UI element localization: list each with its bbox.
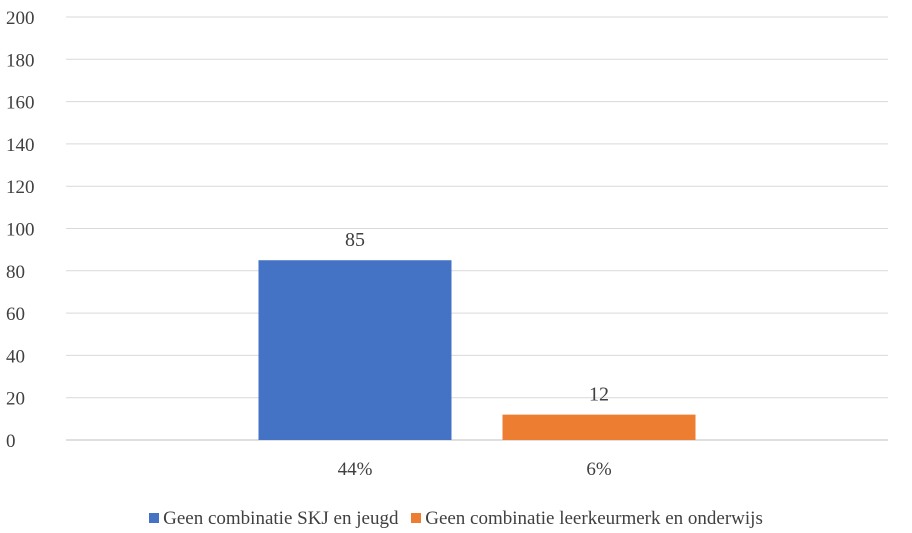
y-tick-label: 180	[6, 50, 35, 71]
bar-chart: 0 20 40 60 80 100 120 140 160 180 200 85 12 44% 6%	[6, 8, 888, 480]
y-tick-label: 20	[6, 389, 25, 410]
y-tick-label: 80	[6, 262, 25, 283]
legend-item-skj: Geen combinatie SKJ en jeugd	[149, 508, 398, 530]
y-tick-label: 120	[6, 177, 35, 198]
legend-item-leerkeurmerk: Geen combinatie leerkeurmerk en onderwij…	[411, 508, 763, 530]
x-tick-label: 44%	[338, 459, 373, 480]
y-tick-label: 40	[6, 346, 25, 367]
legend-label: Geen combinatie SKJ en jeugd	[163, 508, 399, 529]
x-tick-label: 6%	[586, 459, 612, 480]
legend-swatch-orange	[411, 513, 422, 523]
bar	[502, 414, 696, 440]
data-label: 85	[345, 229, 365, 251]
y-tick-label: 160	[6, 93, 35, 114]
bar	[258, 260, 452, 440]
legend-label: Geen combinatie leerkeurmerk en onderwij…	[425, 508, 763, 529]
data-label: 12	[589, 384, 609, 406]
y-tick-label: 0	[6, 431, 16, 452]
y-tick-label: 100	[6, 220, 35, 241]
y-tick-label: 200	[6, 8, 35, 29]
legend: Geen combinatie SKJ en jeugd Geen combin…	[0, 508, 912, 530]
legend-swatch-blue	[149, 513, 160, 523]
y-tick-label: 60	[6, 304, 25, 325]
y-tick-label: 140	[6, 135, 35, 156]
